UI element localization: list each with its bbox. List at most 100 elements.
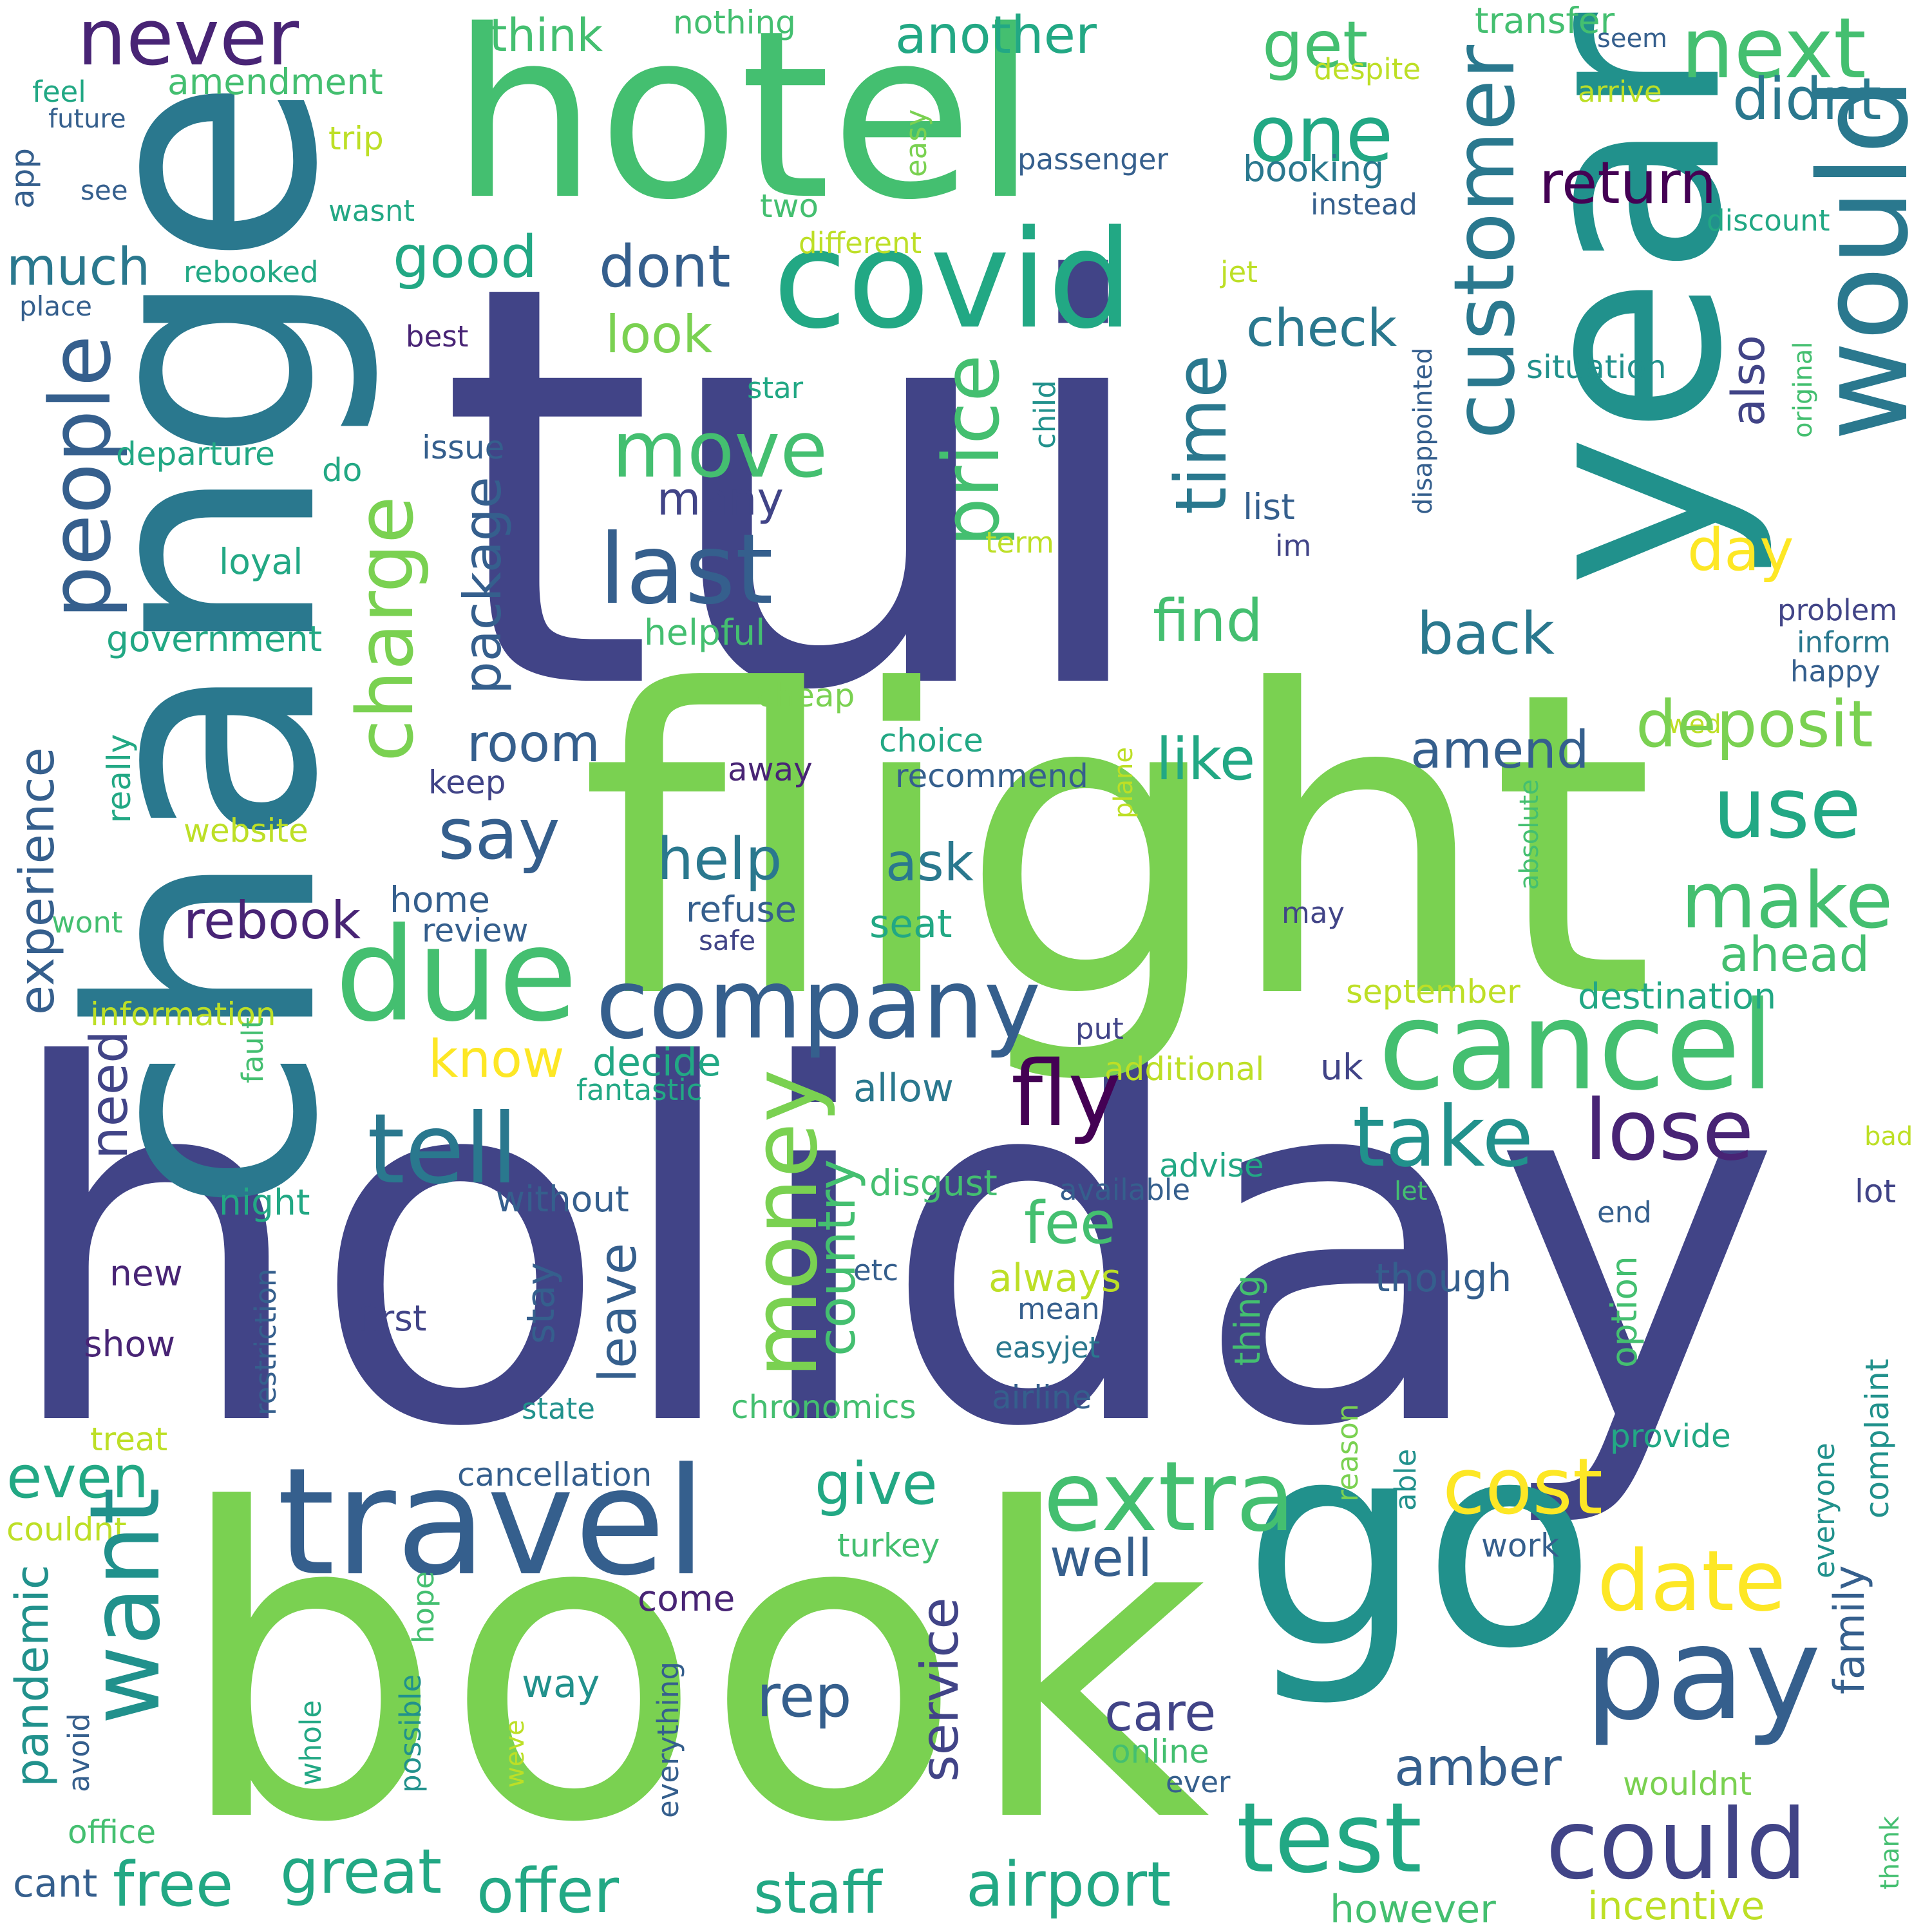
- word-everything: everything: [651, 1662, 685, 1818]
- word-passenger: passenger: [1018, 142, 1168, 176]
- word-seem: seem: [1597, 24, 1668, 53]
- word-people: people: [32, 335, 129, 619]
- word-lose: lose: [1584, 1081, 1754, 1179]
- word-discount: discount: [1707, 204, 1830, 238]
- word-rebook: rebook: [184, 891, 361, 951]
- word-disappointed: disappointed: [1408, 348, 1438, 515]
- word-thing: thing: [1227, 1275, 1268, 1367]
- word-offer: offer: [477, 1856, 620, 1927]
- word-advise: advise: [1159, 1147, 1264, 1184]
- word-great: great: [280, 1837, 442, 1908]
- word-take: take: [1352, 1088, 1534, 1186]
- word-possible: possible: [393, 1674, 428, 1794]
- word-additional: additional: [1104, 1050, 1265, 1088]
- word-put: put: [1075, 1012, 1124, 1046]
- word-avoid: avoid: [62, 1713, 96, 1792]
- word-term: term: [985, 526, 1054, 560]
- word-wasnt: wasnt: [328, 194, 415, 228]
- word-information: information: [90, 996, 276, 1033]
- word-fantastic: fantastic: [576, 1073, 703, 1107]
- word-flight: flight: [580, 603, 1655, 1090]
- word-work: work: [1481, 1527, 1559, 1564]
- word-go: go: [1243, 1381, 1596, 1710]
- word-reason: reason: [1331, 1404, 1365, 1502]
- word-good: good: [393, 223, 538, 291]
- word-first: first: [357, 1298, 427, 1339]
- word-star: star: [747, 371, 804, 405]
- word-charge: charge: [341, 496, 431, 762]
- word-mean: mean: [1018, 1292, 1100, 1326]
- word-restriction: restriction: [249, 1269, 283, 1416]
- word-airport: airport: [966, 1850, 1171, 1920]
- word-rebooked: rebooked: [184, 255, 319, 289]
- word-transfer: transfer: [1475, 0, 1615, 41]
- word-like: like: [1156, 726, 1256, 793]
- word-complaint: complaint: [1859, 1359, 1896, 1519]
- word-many: many: [657, 473, 784, 526]
- word-without: without: [496, 1179, 629, 1220]
- word-know: know: [428, 1029, 565, 1089]
- word-different: different: [799, 226, 922, 260]
- word-really: really: [100, 734, 138, 824]
- word-everyone: everyone: [1807, 1443, 1841, 1578]
- word-lot: lot: [1855, 1173, 1897, 1210]
- word-didnt: didnt: [1732, 66, 1882, 133]
- word-new: new: [109, 1253, 183, 1294]
- word-night: night: [219, 1182, 310, 1223]
- word-rep: rep: [757, 1663, 852, 1730]
- word-need: need: [79, 1030, 139, 1159]
- word-move: move: [612, 406, 828, 495]
- word-uk: uk: [1320, 1046, 1363, 1088]
- word-end: end: [1597, 1195, 1652, 1229]
- word-always: always: [989, 1256, 1122, 1301]
- word-able: able: [1388, 1449, 1423, 1511]
- word-two: two: [760, 187, 819, 225]
- word-situation: situation: [1526, 348, 1667, 386]
- word-happy: happy: [1790, 654, 1880, 688]
- word-turkey: turkey: [837, 1527, 940, 1564]
- word-couldnt: couldnt: [6, 1511, 127, 1548]
- word-customer: customer: [1435, 45, 1533, 440]
- word-extra: extra: [1043, 1441, 1295, 1553]
- word-help: help: [657, 826, 782, 893]
- word-whole: whole: [294, 1700, 328, 1786]
- word-inform: inform: [1797, 625, 1891, 659]
- word-treat: treat: [90, 1421, 168, 1458]
- word-arrive: arrive: [1578, 75, 1662, 109]
- word-package: package: [453, 477, 513, 694]
- word-review: review: [422, 912, 529, 949]
- word-destination: destination: [1578, 976, 1777, 1017]
- word-choice: choice: [879, 722, 983, 759]
- word-do: do: [322, 451, 363, 489]
- word-room: room: [467, 714, 600, 773]
- word-next: next: [1681, 0, 1866, 97]
- word-due: due: [335, 900, 578, 1050]
- word-check: check: [1246, 298, 1397, 358]
- word-never: never: [77, 0, 299, 83]
- word-day: day: [1687, 516, 1794, 584]
- word-see: see: [80, 175, 128, 206]
- word-chronomics: chronomics: [731, 1388, 916, 1426]
- word-cheap: cheap: [757, 677, 855, 714]
- word-much: much: [6, 237, 151, 297]
- word-keep: keep: [428, 764, 506, 801]
- word-hope: hope: [406, 1571, 440, 1644]
- word-im: im: [1275, 529, 1312, 563]
- word-website: website: [184, 812, 308, 849]
- word-easy: easy: [899, 109, 933, 178]
- word-helpful: helpful: [644, 612, 766, 653]
- word-covid: covid: [773, 201, 1133, 359]
- word-fee: fee: [1024, 1189, 1116, 1257]
- word-company: company: [596, 949, 1041, 1061]
- word-pay: pay: [1584, 1599, 1821, 1749]
- word-online: online: [1111, 1733, 1209, 1770]
- word-ahead: ahead: [1719, 926, 1870, 983]
- word-away: away: [728, 751, 813, 788]
- word-bad: bad: [1864, 1122, 1913, 1151]
- word-decide: decide: [592, 1040, 721, 1085]
- word-price: price: [927, 354, 1017, 547]
- word-incentive: incentive: [1587, 1884, 1765, 1929]
- word-state: state: [522, 1392, 595, 1426]
- word-disgust: disgust: [869, 1162, 998, 1204]
